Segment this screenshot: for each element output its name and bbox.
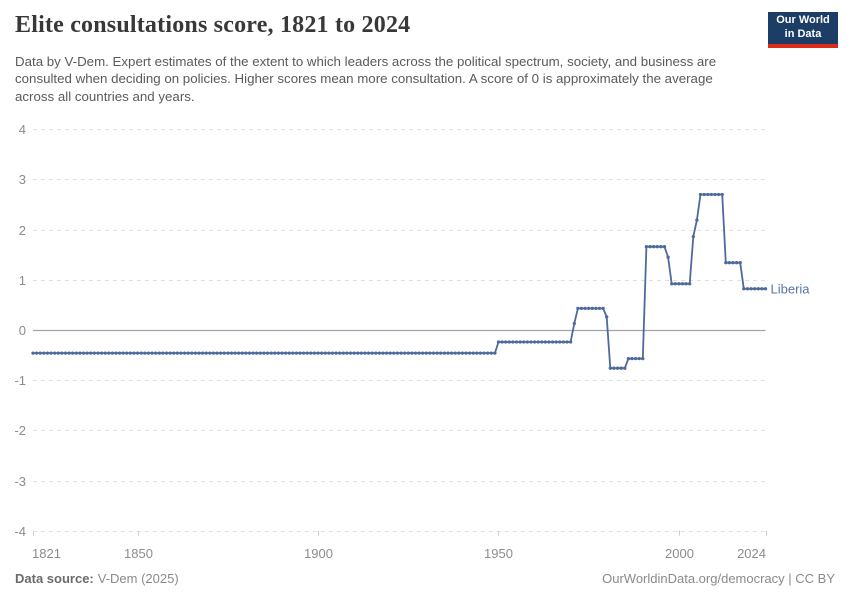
svg-text:1821: 1821	[32, 546, 61, 561]
svg-text:Liberia: Liberia	[771, 281, 811, 296]
svg-text:2000: 2000	[665, 546, 694, 561]
entity-label-liberia[interactable]: Liberia	[771, 281, 811, 296]
owid-logo-line1: Our World	[776, 14, 830, 27]
svg-text:-3: -3	[14, 474, 26, 489]
svg-text:-2: -2	[14, 423, 26, 438]
owid-logo-line2: in Data	[784, 28, 822, 40]
svg-text:-1: -1	[14, 373, 26, 388]
series-line-liberia[interactable]	[32, 193, 767, 370]
credit-link[interactable]: OurWorldinData.org/democracy | CC BY	[602, 571, 835, 586]
svg-text:4: 4	[19, 122, 26, 137]
owid-logo[interactable]: Our World in Data	[768, 12, 838, 48]
chart-subtitle: Data by V-Dem. Expert estimates of the e…	[15, 54, 717, 104]
data-source-value: V-Dem (2025)	[97, 571, 179, 586]
x-axis: 1821 1850 1900 1950 2000 2024	[32, 530, 767, 561]
svg-text:1950: 1950	[484, 546, 513, 561]
svg-text:1850: 1850	[124, 546, 153, 561]
data-source: Data source: V-Dem (2025)	[15, 571, 179, 586]
series-points-liberia[interactable]	[31, 192, 768, 370]
svg-text:-4: -4	[14, 524, 26, 539]
y-gridlines	[33, 129, 766, 532]
data-source-label: Data source:	[15, 571, 94, 586]
svg-text:2: 2	[19, 223, 26, 238]
svg-text:1: 1	[19, 273, 26, 288]
y-axis-labels: -4 -3 -2 -1 0 1 2 3 4	[14, 122, 26, 539]
chart-title: Elite consultations score, 1821 to 2024	[15, 12, 411, 38]
svg-text:0: 0	[19, 323, 26, 338]
svg-text:3: 3	[19, 172, 26, 187]
svg-text:2024: 2024	[737, 546, 766, 561]
svg-text:1900: 1900	[304, 546, 333, 561]
